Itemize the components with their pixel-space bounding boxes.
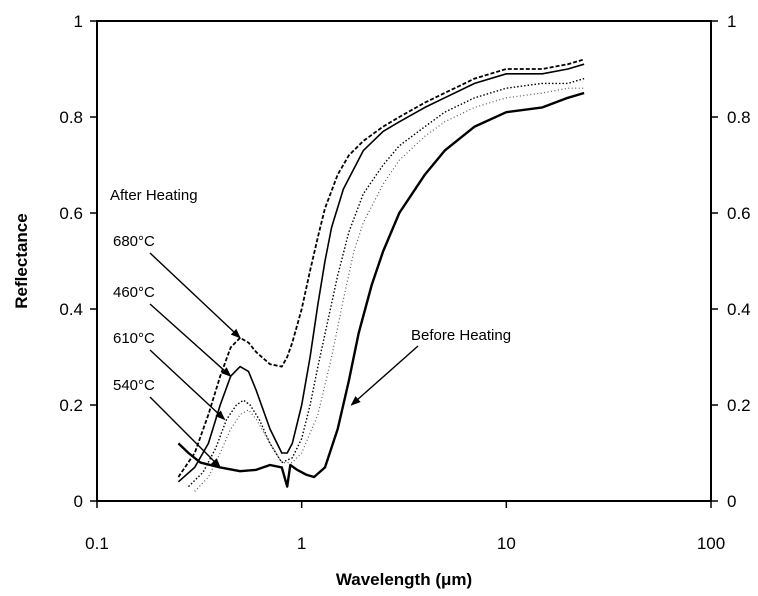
annotation-after-heating: After Heating (110, 187, 198, 204)
annotation-label-1: 460°C (113, 284, 155, 301)
y-right-tick-label: 0 (727, 492, 736, 511)
x-tick-label: 0.1 (85, 534, 109, 553)
series-line-0 (177, 58, 585, 478)
annotation-arrow-3 (149, 396, 221, 469)
y-right-tick-label: 0.4 (727, 300, 751, 319)
y-left-tick-label: 0.8 (59, 108, 83, 127)
annotation-label-3: 540°C (113, 377, 155, 394)
y-left-tick-label: 0.6 (59, 204, 83, 223)
annotation-arrow-1 (149, 303, 232, 377)
y-left-tick-label: 0 (74, 492, 83, 511)
annotation-arrow-0 (149, 252, 241, 339)
annotation-group: After Heating 680°C 460°C 610°C 540°C Before … (110, 187, 511, 469)
y-right-tick-label: 1 (727, 12, 736, 31)
annotation-arrow-4 (350, 345, 419, 406)
x-tick-label: 1 (297, 534, 306, 553)
annotation-label-4: Before Heating (411, 327, 511, 344)
y-left-tick-label: 0.4 (59, 300, 83, 319)
y-right-tick-label: 0.8 (727, 108, 751, 127)
annotation-arrow-2 (149, 349, 226, 421)
y-axis-title: Reflectance (12, 213, 31, 308)
plot-frame (96, 20, 712, 502)
series-line-2 (188, 77, 585, 488)
x-axis-title: Wavelength (μm) (336, 570, 472, 589)
x-tick-label: 100 (697, 534, 725, 553)
annotation-label-0: 680°C (113, 233, 155, 250)
y-right-tick-label: 0.2 (727, 396, 751, 415)
series-group (177, 58, 585, 492)
annotation-label-2: 610°C (113, 330, 155, 347)
y-right-tick-label: 0.6 (727, 204, 751, 223)
series-line-1 (177, 63, 585, 483)
x-tick-label: 10 (497, 534, 516, 553)
series-line-4 (177, 91, 585, 488)
y-left-tick-label: 1 (74, 12, 83, 31)
series-line-3 (194, 87, 585, 492)
y-left-tick-label: 0.2 (59, 396, 83, 415)
